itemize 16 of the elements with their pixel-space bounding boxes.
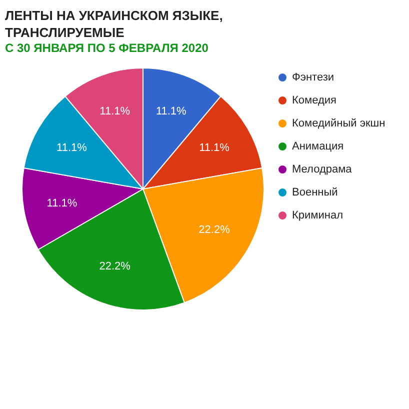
- data-label: 11.1%: [156, 106, 187, 118]
- data-label: 11.1%: [100, 106, 130, 118]
- legend-label: Анимация: [292, 140, 344, 152]
- data-label: 11.1%: [56, 142, 88, 154]
- legend-label: Мелодрама: [292, 164, 353, 176]
- legend-label: Комедия: [292, 94, 337, 106]
- legend-label: Военный: [292, 186, 338, 198]
- legend-label: Криминал: [292, 210, 343, 222]
- data-label: 11.1%: [199, 142, 230, 154]
- data-label: 22.2%: [99, 260, 131, 272]
- chart-subtitle: С 30 ЯНВАРЯ ПО 5 ФЕВРАЛЯ 2020: [5, 41, 209, 55]
- chart-title: ЛЕНТЫ НА УКРАИНСКОМ ЯЗЫКЕ, ТРАНСЛИРУЕМЫЕ: [5, 8, 223, 40]
- data-label: 11.1%: [46, 197, 78, 210]
- data-label: 22.2%: [198, 224, 230, 236]
- legend-label: Фэнтези: [292, 72, 334, 84]
- legend-label: Комедийный экшн: [292, 118, 386, 130]
